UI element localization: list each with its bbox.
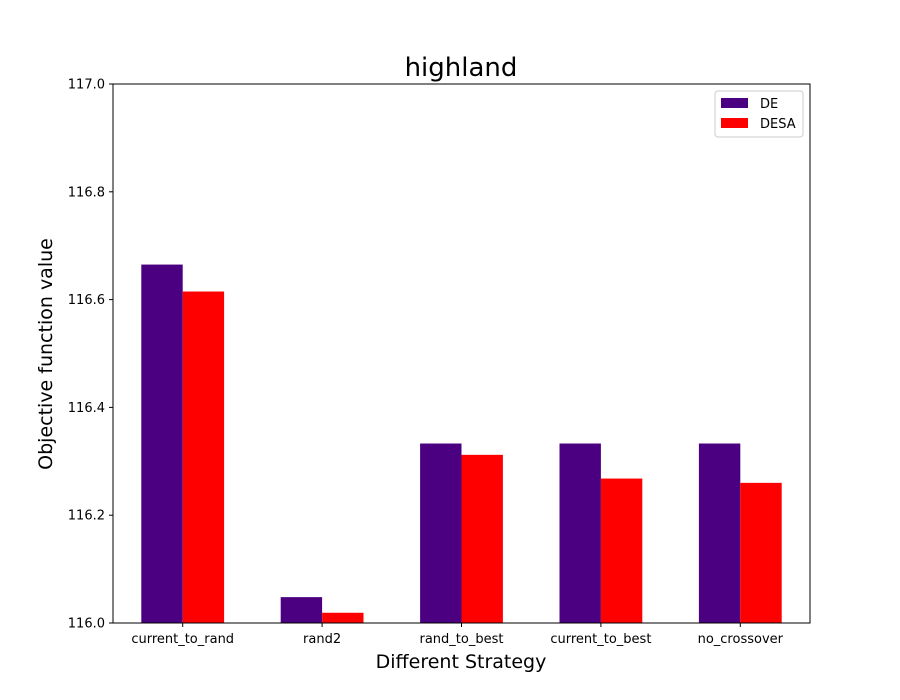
legend: DE DESA	[714, 90, 804, 138]
y-axis-title: Objective function value	[35, 238, 57, 470]
bar-de-rand2	[280, 597, 323, 623]
legend-swatch-de	[721, 98, 748, 108]
bar-desa-rand-to-best	[461, 454, 503, 623]
y-tick-label: 117.0	[68, 78, 105, 93]
y-tick-label: 116.2	[68, 509, 105, 524]
x-tick-label: rand_to_best	[420, 632, 504, 647]
legend-label-desa: DESA	[760, 117, 796, 132]
x-tick-label: current_to_best	[550, 632, 651, 647]
bar-desa-rand2	[322, 612, 364, 623]
bar-de-rand-to-best	[420, 443, 462, 623]
y-tick-label: 116.4	[68, 401, 105, 416]
y-tick-label: 116.8	[68, 185, 105, 200]
x-axis: current_to_rand rand2 rand_to_best current_…	[131, 623, 784, 647]
x-axis-title: Different Strategy	[376, 651, 547, 673]
bar-de-no-crossover	[698, 443, 741, 623]
bar-de-current-to-rand	[141, 264, 183, 623]
bar-desa-no-crossover	[740, 482, 782, 623]
bar-de-current-to-best	[559, 443, 601, 623]
y-axis: 116.0 116.2 116.4 116.6 116.8 117.0	[68, 78, 113, 632]
x-tick-label: current_to_rand	[131, 632, 234, 647]
y-tick-label: 116.0	[68, 617, 105, 632]
legend-label-de: DE	[760, 97, 778, 112]
bars-layer	[141, 264, 782, 623]
legend-swatch-desa	[721, 118, 748, 128]
x-tick-label: rand2	[303, 632, 341, 647]
y-tick-label: 116.6	[68, 293, 105, 308]
bar-desa-current-to-best	[600, 478, 643, 623]
chart-title: highland	[405, 53, 518, 83]
x-tick-label: no_crossover	[698, 632, 784, 647]
bar-desa-current-to-rand	[182, 291, 225, 623]
